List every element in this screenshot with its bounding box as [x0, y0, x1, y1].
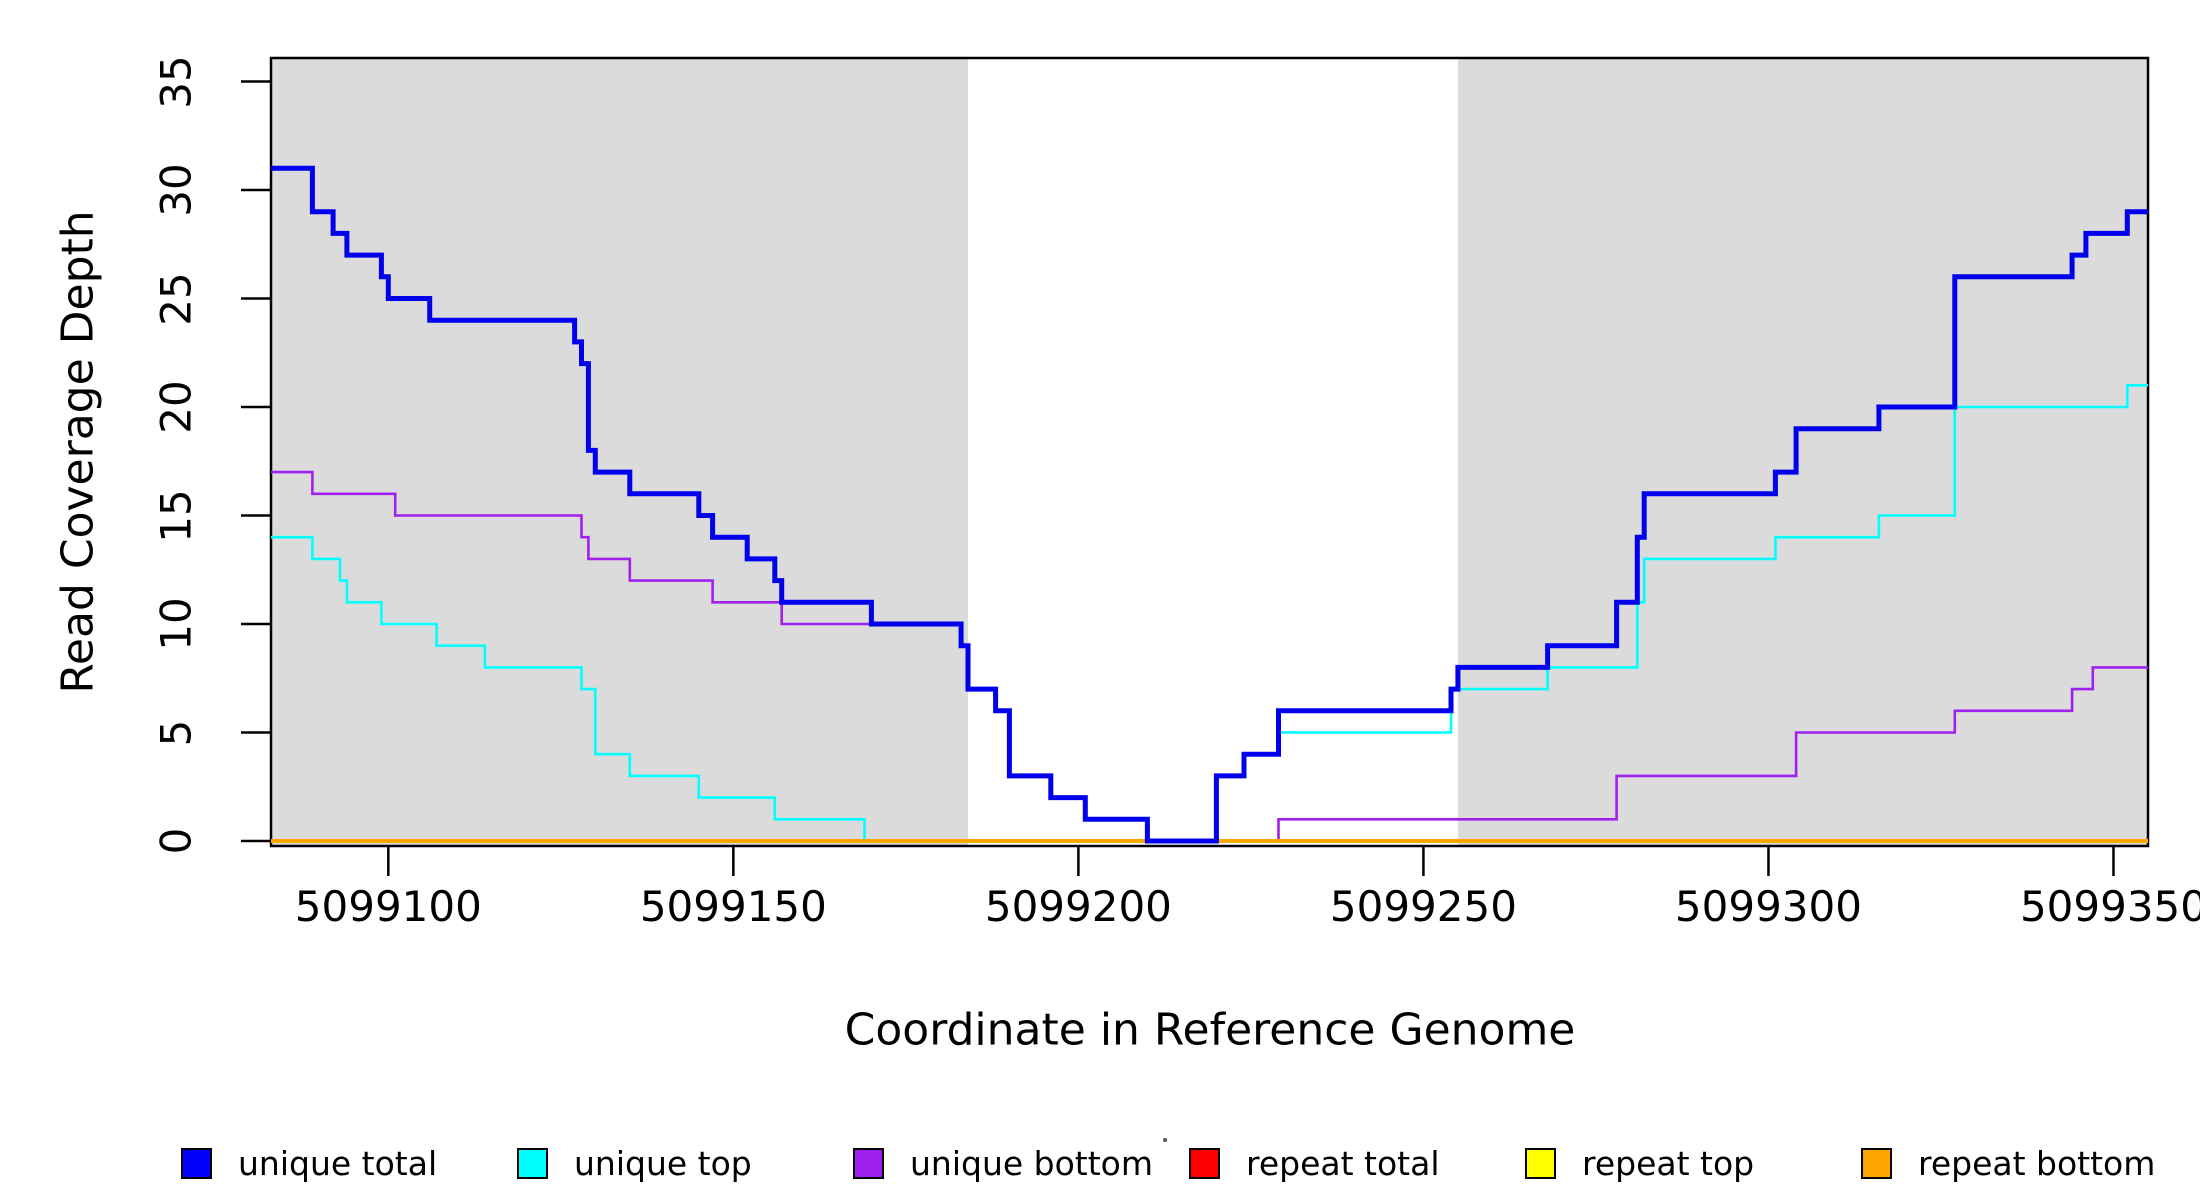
series-line-unique-total	[271, 165, 2148, 844]
legend-label: unique top	[574, 1143, 752, 1183]
stray-dot	[1163, 1138, 1167, 1142]
legend-item-unique-top: unique top	[517, 1128, 752, 1198]
legend-label: repeat top	[1582, 1143, 1755, 1183]
x-tick-label: 5099300	[1674, 882, 1862, 931]
legend-item-repeat-total: repeat total	[1189, 1128, 1440, 1198]
legend-swatch-icon	[1189, 1147, 1220, 1179]
legend-swatch-icon	[853, 1147, 884, 1179]
y-tick-label: 10	[151, 597, 201, 651]
legend-item-repeat-top: repeat top	[1525, 1128, 1754, 1198]
y-tick-label: 20	[151, 380, 201, 434]
x-axis-title: Coordinate in Reference Genome	[844, 1004, 1576, 1056]
legend-swatch-icon	[517, 1147, 548, 1179]
shaded-region	[1457, 58, 2148, 846]
y-tick-label: 30	[151, 163, 201, 217]
legend-item-unique-bottom: unique bottom	[853, 1128, 1153, 1198]
y-axis-title: Read Coverage Depth	[52, 210, 104, 694]
legend-swatch-icon	[1861, 1147, 1892, 1179]
y-tick-label: 25	[151, 271, 201, 326]
legend-label: repeat total	[1246, 1143, 1440, 1183]
x-tick-label: 5099200	[984, 882, 1172, 931]
y-tick-label: 35	[151, 54, 201, 109]
series-line-unique-top	[271, 384, 2148, 843]
legend-swatch-icon	[181, 1147, 212, 1179]
legend-label: repeat bottom	[1918, 1143, 2156, 1183]
legend-item-repeat-bottom: repeat bottom	[1861, 1128, 2155, 1198]
legend-label: unique bottom	[910, 1143, 1154, 1183]
y-tick-label: 5	[151, 719, 201, 746]
shaded-region	[271, 58, 968, 846]
legend: unique total unique top unique bottom repea…	[0, 1128, 2200, 1198]
legend-swatch-icon	[1525, 1147, 1556, 1179]
plot-border	[269, 56, 2150, 848]
x-tick-label: 5099350	[2019, 882, 2200, 931]
x-tick-label: 5099250	[1329, 882, 1517, 931]
legend-item-unique-total: unique total	[181, 1128, 437, 1198]
y-tick-label: 0	[151, 827, 201, 855]
legend-label: unique total	[238, 1143, 438, 1183]
x-tick-label: 5099100	[294, 882, 482, 931]
x-tick-label: 5099150	[639, 882, 827, 931]
y-tick-label: 15	[151, 488, 201, 543]
